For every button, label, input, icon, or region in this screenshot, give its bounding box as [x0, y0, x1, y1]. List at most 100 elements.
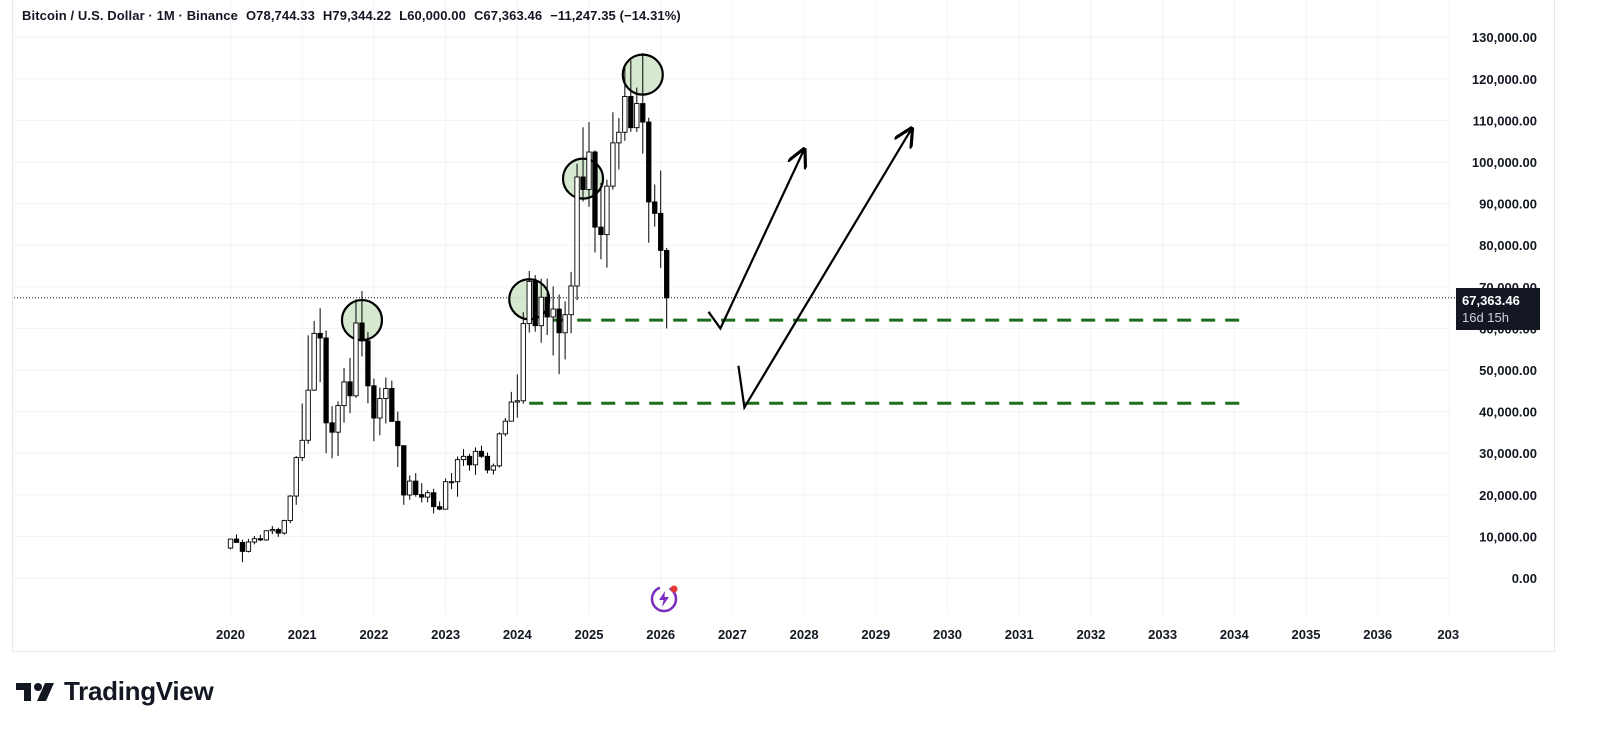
candle-body: [646, 121, 652, 203]
candle: [239, 539, 246, 563]
tradingview-logo[interactable]: TradingView: [16, 676, 214, 707]
candle-body: [311, 332, 317, 391]
last-price-value: 67,363.46: [1462, 293, 1520, 308]
candle: [520, 312, 526, 404]
candle: [341, 367, 347, 423]
candle-body: [383, 388, 389, 399]
x-axis-tick-label: 2036: [1363, 627, 1392, 642]
candle-body: [460, 455, 467, 461]
chart-pane[interactable]: [12, 0, 1555, 652]
y-axis-tick-label: 130,000.00: [1472, 30, 1537, 45]
legend-symbol[interactable]: Bitcoin / U.S. Dollar · 1M · Binance: [22, 8, 238, 23]
candle: [448, 472, 455, 490]
x-axis-tick-label: 2035: [1292, 627, 1321, 642]
y-axis-tick-label: 10,000.00: [1479, 529, 1537, 544]
y-axis-tick-label: 20,000.00: [1479, 488, 1537, 503]
candle-body: [466, 455, 473, 466]
candle-body: [628, 96, 634, 129]
x-axis-tick-label: 2034: [1220, 627, 1250, 642]
candle: [299, 403, 305, 461]
candle-body: [395, 420, 401, 447]
candle-body: [580, 176, 586, 190]
candle-body: [484, 455, 491, 471]
candle: [281, 519, 287, 535]
candle: [502, 418, 508, 437]
candle-body: [538, 296, 544, 327]
candle-body: [478, 450, 485, 457]
candle: [359, 290, 365, 357]
price-chart[interactable]: 0.00 10,000.00 20,000.00 30,000.00 40,000.00…: [0, 0, 1600, 660]
candle: [616, 118, 622, 170]
candle-countdown: 16d 15h: [1462, 310, 1509, 325]
candle: [227, 538, 234, 550]
candle: [658, 170, 664, 269]
candle-body: [359, 322, 365, 342]
candle: [454, 456, 461, 497]
y-axis-tick-label: 30,000.00: [1479, 446, 1537, 461]
candle: [275, 527, 281, 537]
candle-body: [269, 529, 275, 532]
legend-open: O78,744.33: [245, 8, 315, 23]
candle: [413, 473, 419, 497]
candle: [353, 299, 359, 398]
candle: [407, 475, 413, 500]
candle-body: [454, 459, 461, 483]
candle: [436, 501, 443, 511]
candle: [371, 378, 377, 442]
candle: [514, 374, 520, 418]
candle-body: [598, 226, 604, 236]
candle-body: [323, 337, 329, 424]
candle: [389, 380, 395, 422]
x-axis-tick-label: 2024: [503, 627, 533, 642]
candle-body: [431, 492, 437, 508]
y-axis-tick-label: 40,000.00: [1479, 405, 1537, 420]
bar-replay-icon[interactable]: [648, 583, 680, 615]
candle: [335, 401, 341, 457]
candle: [550, 286, 556, 356]
candle-body: [586, 151, 592, 190]
y-axis-tick-label: 90,000.00: [1479, 197, 1537, 212]
candle: [233, 534, 240, 543]
candle-body: [550, 308, 556, 318]
candle-body: [490, 465, 497, 471]
candle: [460, 449, 467, 466]
candle: [323, 330, 329, 454]
candle: [484, 452, 491, 474]
candle-body: [508, 401, 514, 422]
brand-name: TradingView: [64, 676, 214, 706]
candle: [431, 488, 437, 514]
candle-body: [425, 492, 431, 498]
candle-body: [275, 529, 281, 534]
candle: [293, 456, 299, 505]
candle: [622, 65, 628, 141]
y-axis-tick-label: 120,000.00: [1472, 72, 1537, 87]
x-axis-tick-label: 2033: [1148, 627, 1177, 642]
candle: [640, 53, 646, 154]
candle-body: [610, 142, 616, 187]
candle: [490, 463, 497, 475]
candle-body: [562, 314, 568, 334]
candle: [544, 278, 550, 336]
candle: [538, 278, 544, 343]
candle-body: [401, 445, 407, 496]
candle-body: [532, 280, 538, 327]
candle: [245, 538, 252, 553]
candle: [305, 335, 311, 444]
candle: [472, 447, 479, 475]
candle: [628, 60, 634, 132]
candle: [317, 308, 323, 383]
candle-body: [604, 185, 610, 236]
candle-body: [616, 131, 622, 144]
x-axis-tick-label: 2031: [1005, 627, 1034, 642]
candle-body: [299, 439, 305, 459]
candle-body: [472, 450, 479, 466]
candle-body: [514, 400, 520, 403]
legend-close: C67,363.46: [473, 8, 543, 23]
candle-body: [365, 340, 371, 387]
candle: [562, 301, 568, 360]
candle-body: [335, 405, 341, 433]
projection-arrow: [707, 150, 805, 331]
candle-body: [263, 530, 269, 541]
legend-change: −11,247.35 (−14.31%): [550, 8, 681, 23]
candle-body: [317, 332, 323, 339]
